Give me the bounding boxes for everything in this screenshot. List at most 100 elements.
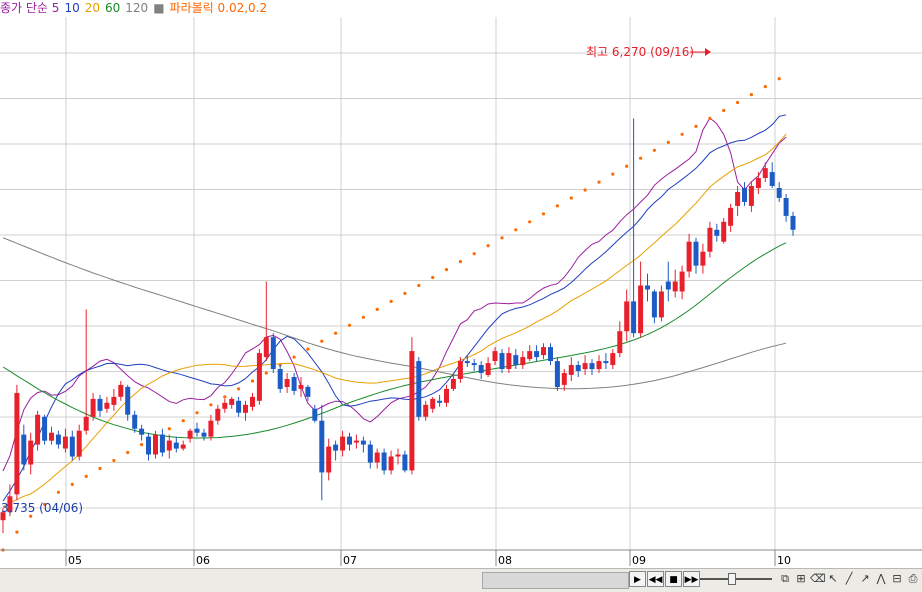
candle-body — [159, 434, 165, 453]
candle-body — [423, 404, 429, 417]
fast-forward-button[interactable]: ▶▶ — [683, 571, 700, 587]
sar-dot — [666, 140, 670, 144]
stock-chart[interactable]: 05 06 07 08 09 10 최고 6,270 (09/16) 3,735 (04/… — [0, 0, 922, 568]
legend-item[interactable]: 120 — [125, 1, 149, 15]
candle-body — [35, 414, 41, 445]
candle-body — [49, 432, 54, 441]
candle-body — [679, 271, 685, 292]
sar-dot — [237, 387, 241, 391]
candle-body — [388, 456, 394, 471]
candle-body — [416, 361, 422, 417]
line-draw-icon[interactable]: ╱ — [845, 572, 853, 585]
legend-item[interactable]: 파라볼릭 0.02,0.2 — [169, 1, 268, 15]
sar-dot — [403, 291, 407, 295]
candle-body — [360, 440, 366, 445]
candle-body — [610, 353, 616, 365]
candle-body — [250, 396, 255, 407]
candle-body — [270, 337, 276, 369]
sar-dot — [112, 458, 116, 463]
copy-icon[interactable]: ⧉ — [781, 572, 789, 585]
candle-body — [76, 430, 82, 457]
candle-body — [707, 227, 713, 252]
candle-body — [638, 285, 644, 334]
sar-dot — [486, 244, 490, 248]
candle-body — [568, 365, 574, 375]
sar-dot — [500, 236, 504, 240]
candle-body — [665, 281, 671, 290]
candle-body — [14, 392, 20, 495]
print-icon[interactable]: ⎙ — [908, 572, 918, 585]
candle-body — [582, 363, 588, 370]
pattern-icon[interactable]: ⋀ — [876, 572, 886, 585]
fibo-icon[interactable]: ⊟ — [892, 572, 902, 585]
candle-body — [118, 384, 124, 397]
candle-body — [575, 365, 581, 371]
candle-body — [208, 420, 214, 437]
ma-60-line — [2, 242, 787, 439]
sar-dot — [167, 427, 171, 431]
sar-dot — [417, 283, 421, 288]
candle-body — [111, 396, 117, 405]
sar-dot — [472, 252, 476, 256]
candle-body — [173, 442, 179, 449]
sar-dot — [264, 371, 268, 375]
sar-dot — [43, 502, 47, 506]
candle-body — [513, 355, 519, 365]
candle-body — [492, 351, 498, 361]
legend-item[interactable]: ■ — [153, 1, 165, 15]
candle-body — [166, 440, 172, 451]
rewind-button[interactable]: ◀◀ — [647, 571, 664, 587]
indicator-legend: 종가 단순 5 10 20 60 120 ■ 파라볼릭 0.02,0.2 — [0, 0, 272, 17]
zoom-slider-track[interactable] — [700, 578, 772, 580]
sar-dot — [597, 180, 601, 184]
candle-body — [312, 408, 318, 421]
candle-body — [735, 192, 741, 206]
candle-body — [589, 363, 595, 370]
sar-dot — [15, 530, 19, 534]
candle-body — [83, 416, 89, 431]
candle-body — [499, 353, 505, 369]
candle-body — [790, 215, 796, 230]
sar-dot — [444, 268, 449, 272]
candle-body — [430, 398, 436, 409]
sar-dot — [389, 299, 393, 303]
candle-body — [714, 229, 720, 236]
x-tick-label: 10 — [777, 554, 791, 567]
ma-5-line — [2, 117, 787, 472]
candle-body — [201, 432, 207, 437]
candle-body — [277, 369, 283, 389]
zoom-slider-thumb[interactable] — [728, 573, 736, 585]
candle-body — [596, 361, 602, 370]
chart-setting-icon[interactable]: ⊞ — [796, 572, 806, 585]
sar-dot — [528, 220, 532, 224]
stop-button[interactable]: ■ — [665, 571, 682, 587]
candle-body — [291, 377, 297, 391]
eraser-icon[interactable]: ⌫ — [810, 572, 826, 585]
sar-dot — [375, 307, 379, 311]
legend-item[interactable]: 종가 단순 5 — [0, 1, 60, 15]
x-tick-label: 07 — [343, 554, 357, 567]
sar-dot — [763, 85, 767, 89]
candle-body — [139, 428, 145, 435]
candle-body — [464, 361, 470, 364]
legend-item[interactable]: 60 — [105, 1, 121, 15]
sar-dot — [694, 124, 698, 128]
sar-dot — [583, 188, 587, 192]
trend-icon[interactable]: ↗ — [860, 572, 870, 585]
ma-20-line — [2, 133, 787, 508]
cursor-icon[interactable]: ↖ — [828, 572, 838, 585]
sar-dot — [722, 108, 726, 113]
candle-body — [437, 400, 443, 403]
play-forward-button[interactable]: ▶ — [629, 571, 646, 587]
sar-dot — [639, 156, 643, 160]
x-axis: 05 06 07 08 09 10 — [0, 549, 922, 567]
legend-item[interactable]: 20 — [84, 1, 100, 15]
legend-item[interactable]: 10 — [64, 1, 80, 15]
candle-body — [742, 188, 747, 202]
candle-body — [146, 436, 151, 455]
chart-scrollbar[interactable] — [482, 572, 629, 589]
candle-body — [367, 444, 373, 463]
candle-body — [548, 347, 553, 361]
chart-toolbar: ▶ ◀◀ ■ ▶▶ ⧉ ⊞ ⌫ ↖ ╱ ↗ ⋀ ⊟ ⎙ — [0, 568, 922, 592]
sar-dot — [555, 204, 560, 208]
